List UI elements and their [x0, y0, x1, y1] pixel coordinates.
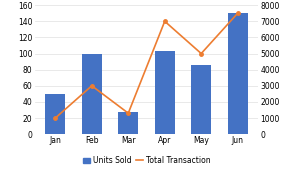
Total Transaction — [127, 112, 130, 114]
Total Transaction — [90, 85, 93, 87]
Bar — [191, 65, 211, 134]
Total Transaction — [54, 117, 57, 119]
Bar — [82, 53, 102, 134]
Bar — [228, 13, 248, 134]
Total Transaction — [236, 12, 239, 14]
Legend: Units Sold, Total Transaction: Units Sold, Total Transaction — [80, 153, 213, 168]
Total Transaction — [163, 20, 166, 22]
Bar — [45, 94, 65, 134]
Total Transaction — [200, 52, 203, 55]
Line: Total Transaction: Total Transaction — [54, 12, 239, 120]
Bar — [118, 112, 138, 134]
Bar — [155, 51, 175, 134]
